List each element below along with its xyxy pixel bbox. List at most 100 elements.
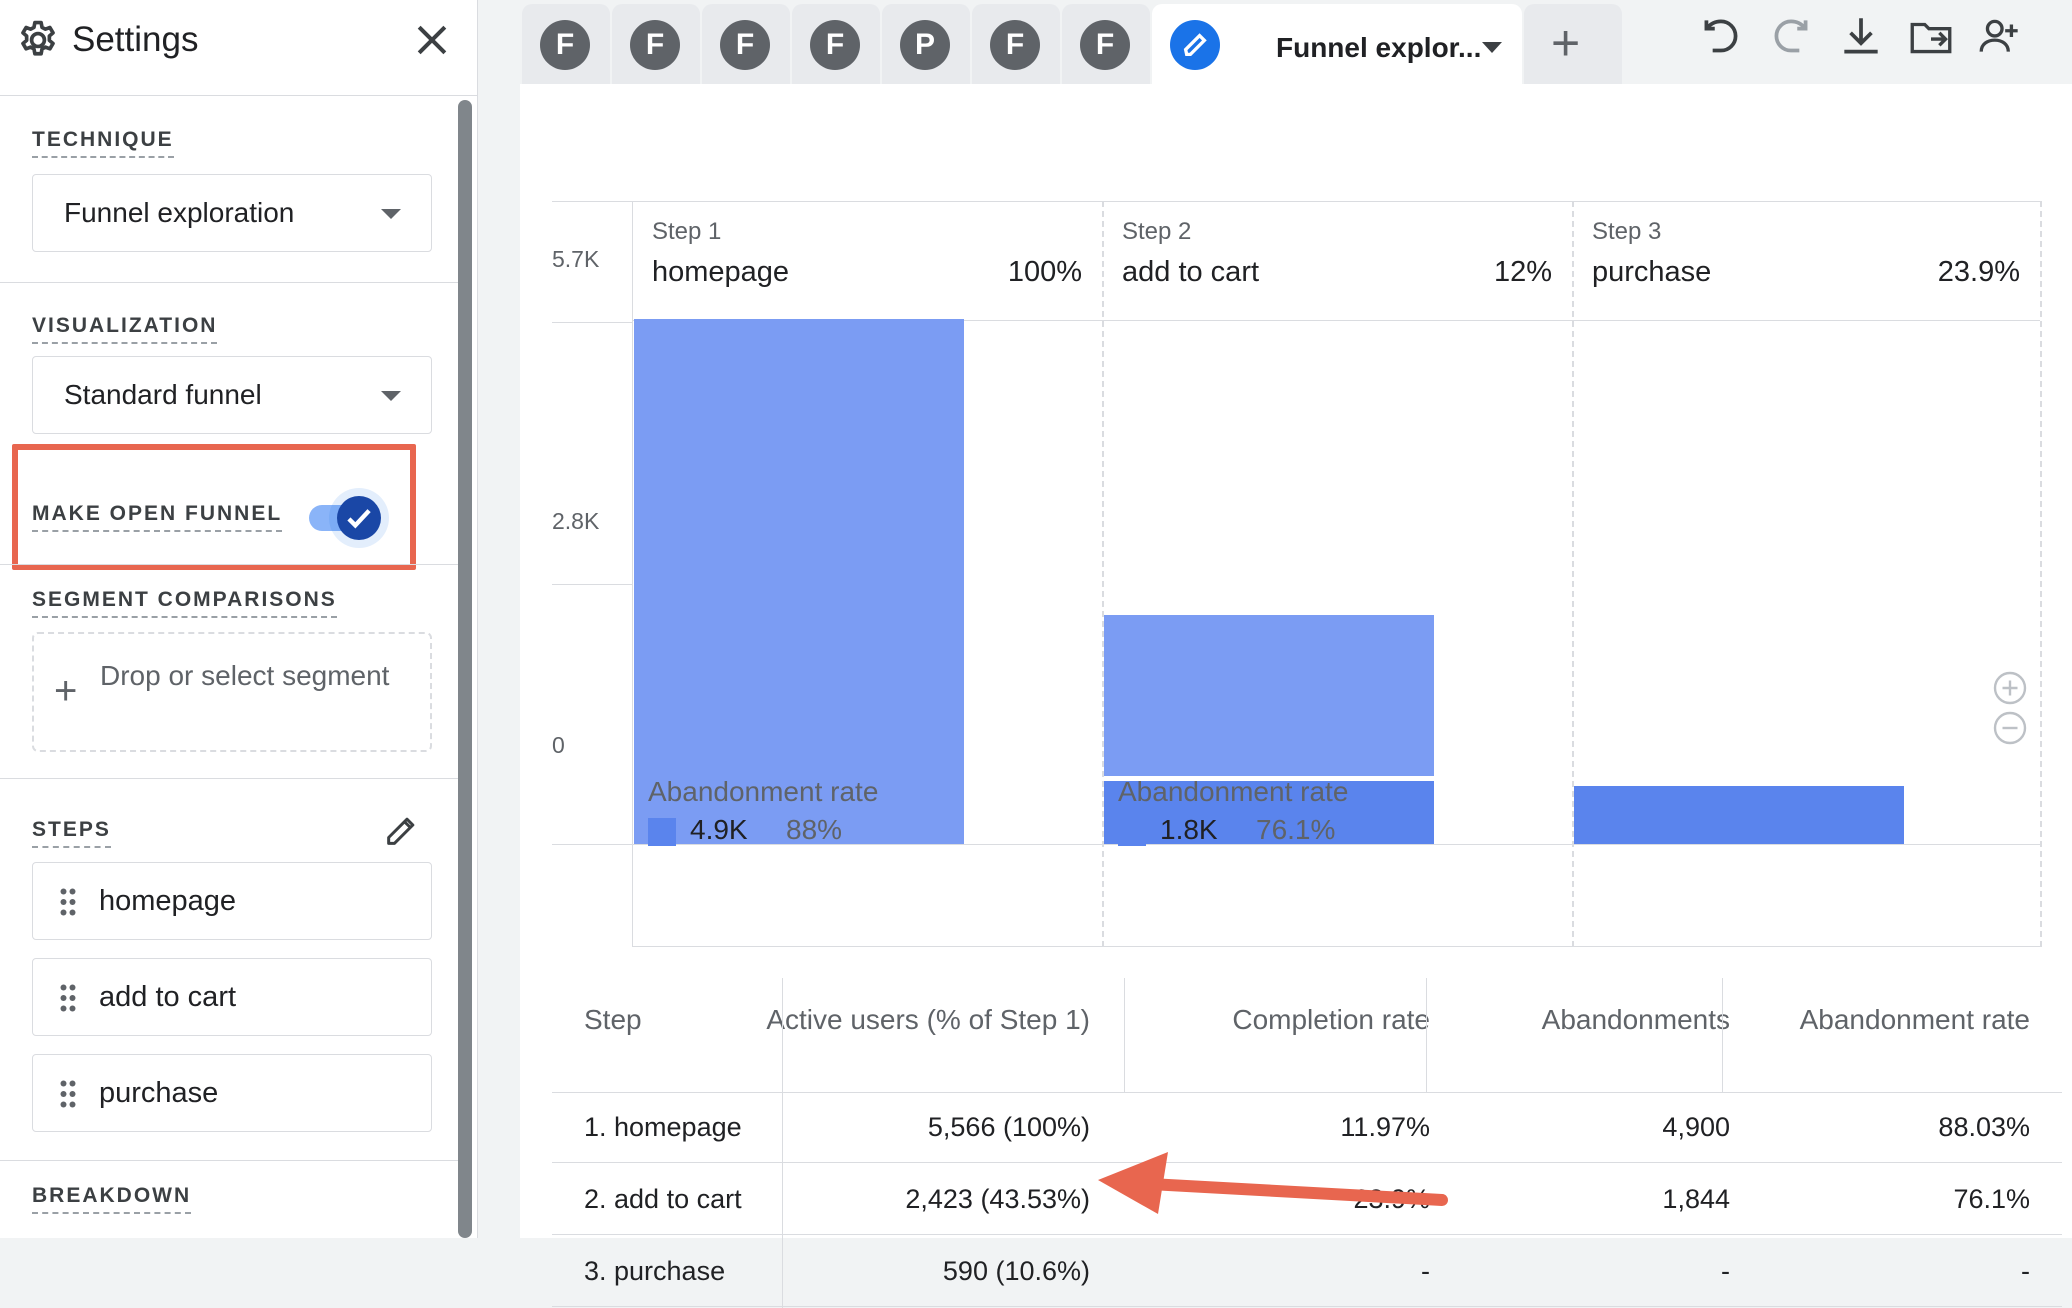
table-column-divider xyxy=(782,978,783,1308)
chevron-down-icon xyxy=(381,209,401,219)
table-row-divider xyxy=(552,1162,2062,1163)
divider xyxy=(0,778,460,779)
table-header-abandonments[interactable]: Abandonments xyxy=(1541,1004,1730,1035)
tab-exploration-6[interactable]: F xyxy=(972,4,1060,84)
technique-label: TECHNIQUE xyxy=(32,128,174,158)
segment-drop-zone[interactable]: + Drop or select segment xyxy=(32,632,432,752)
chevron-down-icon[interactable] xyxy=(1482,42,1502,53)
segment-drop-text: Drop or select segment xyxy=(100,660,390,691)
table-cell: 11.97% xyxy=(1340,1112,1430,1142)
y-tick-label: 0 xyxy=(552,732,565,758)
tab-exploration-3[interactable]: F xyxy=(702,4,790,84)
close-icon[interactable] xyxy=(410,18,454,62)
table-cell: - xyxy=(1721,1256,1730,1286)
table-column-divider xyxy=(1426,978,1427,1092)
drag-handle-icon[interactable] xyxy=(59,983,77,1013)
zoom-out-icon[interactable] xyxy=(1992,710,2028,746)
tab-exploration-4[interactable]: F xyxy=(792,4,880,84)
step-item-homepage[interactable]: homepage xyxy=(32,862,432,940)
grid-line xyxy=(632,320,2040,321)
step-header-2: Step 2 add to cart 12% xyxy=(1102,201,1572,319)
plus-icon: + xyxy=(54,669,78,713)
gear-icon xyxy=(21,20,55,56)
divider xyxy=(0,282,460,283)
table-header-active-users[interactable]: Active users (% of Step 1) xyxy=(766,1004,1090,1035)
grid-line xyxy=(632,946,2040,947)
tab-exploration-7[interactable]: F xyxy=(1062,4,1150,84)
table-cell: 76.1% xyxy=(1953,1184,2030,1214)
grid-line xyxy=(1572,201,1574,947)
tab-exploration-1[interactable]: F xyxy=(522,4,610,84)
table-row-divider xyxy=(552,1306,2062,1307)
folder-export-icon[interactable] xyxy=(1906,12,1956,62)
active-tab-label: Funnel explor... xyxy=(1276,32,1482,63)
grid-line xyxy=(632,201,633,947)
table-column-divider xyxy=(1722,978,1723,1092)
bar-add-to-cart[interactable] xyxy=(1104,615,1434,776)
visualization-dropdown[interactable]: Standard funnel xyxy=(32,356,432,434)
table-row-divider xyxy=(552,1234,2062,1235)
tab-exploration-5[interactable]: P xyxy=(882,4,970,84)
table-header-step[interactable]: Step xyxy=(584,1004,642,1035)
step-item-purchase[interactable]: purchase xyxy=(32,1054,432,1132)
table-cell: 2. add to cart xyxy=(584,1184,742,1214)
table-cell: 23.9% xyxy=(1353,1184,1430,1214)
technique-dropdown[interactable]: Funnel exploration xyxy=(32,174,432,252)
tab-avatar: F xyxy=(630,20,680,70)
abandonment-percent: 88% xyxy=(786,814,843,845)
plus-icon: + xyxy=(1551,15,1581,71)
tab-avatar: F xyxy=(720,20,770,70)
drag-handle-icon[interactable] xyxy=(59,887,77,917)
y-tick-label: 2.8K xyxy=(552,508,600,534)
table-cell: 3. purchase xyxy=(584,1256,726,1286)
divider xyxy=(0,564,460,565)
table-column-divider xyxy=(1124,978,1125,1092)
legend-swatch xyxy=(648,818,676,846)
settings-scrollbar[interactable] xyxy=(458,100,472,1238)
bar-homepage[interactable] xyxy=(634,318,964,844)
bar-add-to-cart-continued[interactable] xyxy=(1104,781,1434,844)
settings-title: Settings xyxy=(72,20,199,59)
pencil-glyph xyxy=(1183,33,1207,57)
share-user-icon[interactable] xyxy=(1976,12,2026,62)
zoom-in-icon[interactable] xyxy=(1992,670,2028,706)
add-tab-button[interactable]: + xyxy=(1524,4,1622,84)
bar-purchase[interactable] xyxy=(1574,786,1904,844)
undo-icon[interactable] xyxy=(1696,12,1746,62)
abandonment-value: 1.8K xyxy=(1160,814,1218,845)
steps-label: STEPS xyxy=(32,818,111,848)
table-cell: 1,844 xyxy=(1662,1184,1730,1214)
check-icon xyxy=(347,509,371,529)
visualization-value: Standard funnel xyxy=(64,379,262,410)
tab-exploration-2[interactable]: F xyxy=(612,4,700,84)
abandonment-label: Abandonment rate xyxy=(648,776,879,807)
step-item-label: purchase xyxy=(99,1077,219,1109)
divider xyxy=(0,1160,460,1161)
table-cell: - xyxy=(1421,1256,1430,1286)
open-funnel-toggle[interactable] xyxy=(307,493,381,543)
abandonment-percent: 76.1% xyxy=(1256,814,1336,845)
table-cell: 5,566 (100%) xyxy=(927,1112,1090,1142)
grid-line xyxy=(552,584,632,585)
table-header-divider xyxy=(552,1092,2062,1093)
table-cell: 2,423 (43.53%) xyxy=(905,1184,1090,1214)
edit-pencil-icon[interactable] xyxy=(382,810,422,850)
breakdown-label: BREAKDOWN xyxy=(32,1184,192,1214)
table-header-abandonment-rate[interactable]: Abandonment rate xyxy=(1799,1004,2030,1035)
step-percent: 12% xyxy=(1493,256,1552,288)
step-item-add-to-cart[interactable]: add to cart xyxy=(32,958,432,1036)
abandonment-label: Abandonment rate xyxy=(1118,776,1349,807)
step-item-label: homepage xyxy=(99,885,237,917)
tab-funnel-exploration[interactable]: Funnel explor... xyxy=(1152,4,1522,84)
table-header-completion-rate[interactable]: Completion rate xyxy=(1232,1004,1430,1035)
legend-swatch xyxy=(1118,818,1146,846)
table-cell: 1. homepage xyxy=(584,1112,742,1142)
grid-line xyxy=(1102,201,1104,947)
grid-line xyxy=(552,201,632,202)
download-icon[interactable] xyxy=(1836,12,1886,62)
redo-icon[interactable] xyxy=(1766,12,1816,62)
open-funnel-label: MAKE OPEN FUNNEL xyxy=(32,502,283,532)
drag-handle-icon[interactable] xyxy=(59,1079,77,1109)
chevron-down-icon xyxy=(381,391,401,401)
step-header-1: Step 1 homepage 100% xyxy=(632,201,1102,319)
